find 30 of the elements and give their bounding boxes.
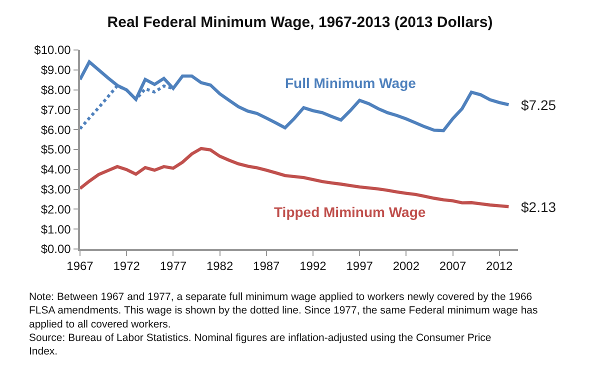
x-tick-label: 1987	[253, 259, 280, 274]
y-tick-label: $2.00	[40, 202, 72, 216]
x-tick-label: 1997	[346, 259, 374, 274]
chart-title: Real Federal Minimum Wage, 1967-2013 (2013 Dollars)	[107, 14, 493, 32]
annotation: $2.13	[521, 199, 556, 215]
line-series	[80, 60, 510, 132]
y-tick-label: $0.00	[40, 242, 72, 256]
y-tick-label: $10.00	[34, 43, 72, 58]
x-tick-label: 2002	[392, 259, 420, 274]
series-label: Full Minimum Wage	[285, 75, 416, 91]
x-tick-label: 1977	[160, 259, 187, 274]
line-series	[80, 146, 510, 208]
text: Note: Between 1967 and 1977, a separate full minimum wage applied to workers newly covered by the 1966 FLSA amendments. This wage is shown by the dotted line. Since 1977, the same Federal minimum wage has applied to all covered workers.	[29, 291, 538, 330]
x-tick-label: 1972	[113, 259, 140, 274]
x-tick-label: 2007	[439, 259, 466, 274]
x-tick-label: 1992	[300, 259, 327, 274]
x-tick-label: 2012	[486, 259, 514, 274]
y-tick-label: $5.00	[40, 142, 72, 157]
series-label: Tipped Miminum Wage	[274, 204, 426, 220]
y-tick-label: $7.00	[40, 102, 72, 117]
x-tick-label: 1967	[66, 259, 94, 274]
y-tick-label: $1.00	[40, 222, 72, 236]
y-tick-label: $6.00	[40, 122, 72, 137]
y-tick-label: $3.00	[40, 182, 72, 196]
annotation: $7.25	[521, 97, 556, 113]
y-tick-label: $4.00	[40, 162, 72, 177]
y-tick-label: $9.00	[40, 63, 72, 78]
source-note: Source: Bureau of Labor Statistics. Nominal figures are inflation-adjusted using the Consumer Price Index.	[29, 332, 492, 358]
y-tick-label: $8.00	[40, 83, 72, 97]
x-tick-label: 1982	[206, 259, 234, 274]
